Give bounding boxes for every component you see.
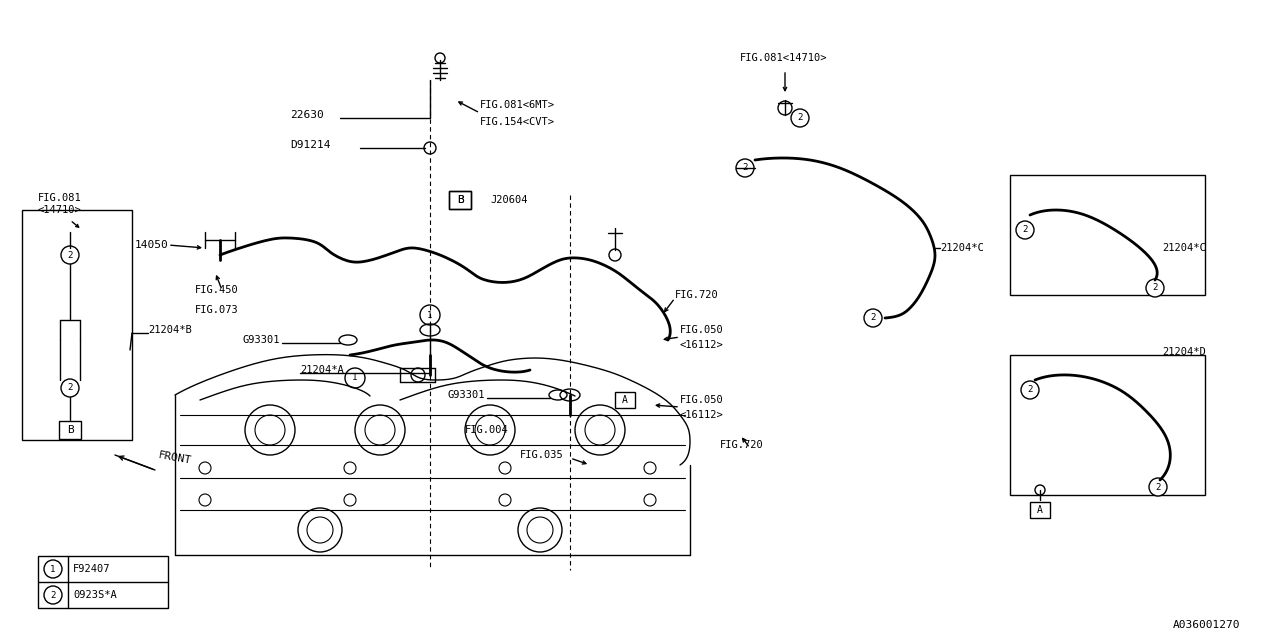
Bar (1030, 502, 1050, 518)
Text: <16112>: <16112> (680, 340, 723, 350)
Bar (1010, 175, 1204, 295)
Text: B: B (457, 195, 463, 205)
Text: G93301: G93301 (242, 335, 280, 345)
Circle shape (736, 159, 754, 177)
Text: 1: 1 (50, 564, 56, 573)
Text: F92407: F92407 (73, 564, 110, 574)
Bar (59, 421, 81, 439)
Bar (22, 210, 132, 440)
Text: FIG.720: FIG.720 (719, 440, 764, 450)
Circle shape (420, 305, 440, 325)
Circle shape (61, 246, 79, 264)
Circle shape (778, 101, 792, 115)
Text: B: B (457, 195, 463, 205)
Bar (614, 392, 635, 408)
Text: 2: 2 (870, 314, 876, 323)
Text: 2: 2 (1028, 385, 1033, 394)
Text: G93301: G93301 (448, 390, 485, 400)
Text: <14710>: <14710> (38, 205, 82, 215)
Text: 1: 1 (352, 374, 357, 383)
Text: 2: 2 (742, 163, 748, 173)
Text: 2: 2 (68, 250, 73, 259)
Circle shape (1036, 485, 1044, 495)
Text: A: A (622, 395, 628, 405)
Text: FIG.073: FIG.073 (195, 305, 239, 315)
Text: A: A (1037, 505, 1043, 515)
Circle shape (61, 379, 79, 397)
Circle shape (1021, 381, 1039, 399)
Bar (38, 556, 168, 608)
Text: FIG.154<CVT>: FIG.154<CVT> (480, 117, 556, 127)
Text: FIG.081: FIG.081 (38, 193, 82, 203)
Text: B: B (67, 425, 73, 435)
Text: FIG.050: FIG.050 (680, 325, 723, 335)
Text: 2: 2 (797, 113, 803, 122)
Circle shape (864, 309, 882, 327)
Text: 22630: 22630 (291, 110, 324, 120)
Text: 21204*B: 21204*B (148, 325, 192, 335)
Text: 2: 2 (1152, 284, 1157, 292)
Text: J20604: J20604 (490, 195, 527, 205)
Text: FIG.050: FIG.050 (680, 395, 723, 405)
Text: 2: 2 (68, 383, 73, 392)
Text: 21204*D: 21204*D (1162, 347, 1206, 357)
Circle shape (791, 109, 809, 127)
Bar (449, 191, 471, 209)
Bar (1010, 355, 1204, 495)
Text: FIG.720: FIG.720 (675, 290, 719, 300)
Text: 2: 2 (1023, 225, 1028, 234)
Circle shape (1016, 221, 1034, 239)
Text: FIG.004: FIG.004 (465, 425, 508, 435)
Text: 14050: 14050 (134, 240, 168, 250)
Circle shape (609, 249, 621, 261)
Text: 2: 2 (1156, 483, 1161, 492)
Text: 2: 2 (50, 591, 56, 600)
Text: D91214: D91214 (291, 140, 330, 150)
Circle shape (1146, 279, 1164, 297)
Bar (449, 191, 471, 209)
Circle shape (44, 586, 61, 604)
Text: A036001270: A036001270 (1172, 620, 1240, 630)
Circle shape (424, 142, 436, 154)
Text: 0923S*A: 0923S*A (73, 590, 116, 600)
Text: 21204*A: 21204*A (300, 365, 344, 375)
Text: FIG.081<6MT>: FIG.081<6MT> (480, 100, 556, 110)
Text: FIG.450: FIG.450 (195, 285, 239, 295)
Text: FRONT: FRONT (157, 450, 192, 466)
Circle shape (1149, 478, 1167, 496)
Text: 1: 1 (428, 310, 433, 319)
Text: <16112>: <16112> (680, 410, 723, 420)
Circle shape (44, 560, 61, 578)
Circle shape (346, 368, 365, 388)
Text: FIG.081<14710>: FIG.081<14710> (740, 53, 827, 63)
Text: 21204*C: 21204*C (940, 243, 984, 253)
Text: 21204*C: 21204*C (1162, 243, 1206, 253)
Text: FIG.035: FIG.035 (520, 450, 563, 460)
